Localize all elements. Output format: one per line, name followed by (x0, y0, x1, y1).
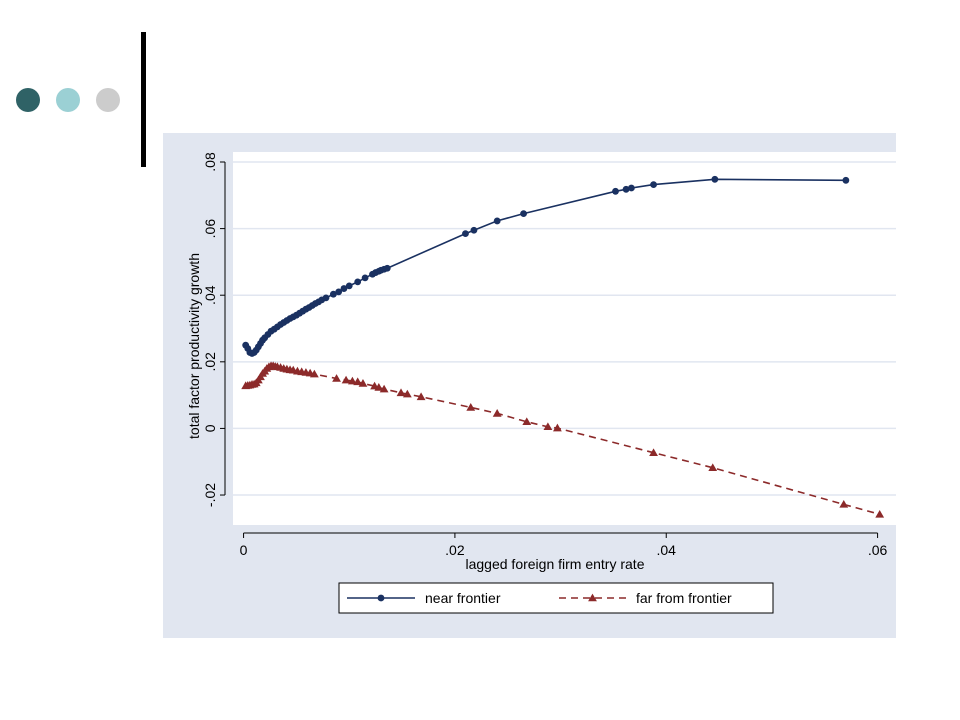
data-point-near-frontier (322, 294, 330, 302)
data-point-far-from-frontier (522, 417, 532, 426)
x-tick-label: 0 (240, 542, 248, 558)
data-point-far-from-frontier (402, 389, 412, 398)
legend-marker-far-from-frontier (588, 593, 597, 602)
data-point-far-from-frontier (374, 383, 384, 391)
legend-marker-near-frontier (377, 594, 385, 602)
data-point-far-from-frontier (353, 377, 363, 386)
y-tick-label: .04 (202, 285, 218, 305)
light-teal-dot (56, 88, 80, 112)
x-tick-label: .02 (445, 542, 465, 558)
data-point-far-from-frontier (708, 463, 718, 472)
data-point-far-from-frontier (416, 392, 426, 401)
legend: near frontier far from frontier (338, 582, 774, 614)
gray-dot (96, 88, 120, 112)
axes: -.02 0 .02 .04 .06 .08 0 .02 .04 .06 (202, 152, 888, 558)
data-point-near-frontier (340, 285, 348, 292)
x-tick-label: .04 (657, 542, 677, 558)
data-point-near-frontier (842, 176, 850, 184)
data-point-near-frontier (329, 290, 337, 298)
data-point-far-from-frontier (649, 448, 658, 457)
data-point-near-frontier (520, 210, 527, 218)
data-point-far-from-frontier (358, 379, 368, 387)
legend-label-far-from-frontier: far from frontier (636, 590, 732, 606)
data-point-far-from-frontier (839, 499, 849, 508)
data-point-far-from-frontier (341, 375, 351, 384)
series-layer (241, 175, 885, 518)
data-point-far-from-frontier (379, 384, 389, 393)
data-point-near-frontier (627, 184, 635, 192)
data-point-near-frontier (711, 175, 719, 183)
y-axis-title: total factor productivity growth (186, 253, 202, 439)
data-point-near-frontier (470, 226, 478, 234)
data-point-near-frontier (493, 217, 501, 225)
data-point-far-from-frontier (466, 403, 476, 411)
y-tick-label: 0 (202, 424, 218, 432)
y-tick-label: -.02 (202, 483, 218, 507)
data-point-far-from-frontier (553, 423, 562, 432)
plot-area (233, 152, 896, 525)
data-point-far-from-frontier (348, 376, 357, 385)
data-point-near-frontier (335, 288, 343, 296)
x-axis-title: lagged foreign firm entry rate (466, 556, 645, 572)
chart-panel: -.02 0 .02 .04 .06 .08 0 .02 .04 .06 total factor… (163, 133, 896, 638)
grid-lines (233, 161, 896, 496)
data-point-near-frontier (383, 264, 391, 272)
data-point-far-from-frontier (543, 422, 553, 431)
dark-teal-dot (16, 88, 40, 112)
y-tick-label: .08 (202, 152, 218, 172)
data-point-near-frontier (361, 274, 369, 282)
data-point-near-frontier (612, 187, 619, 195)
data-point-far-from-frontier (332, 374, 341, 382)
data-point-near-frontier (650, 181, 657, 189)
title-divider-bar (141, 32, 146, 167)
chart-svg: -.02 0 .02 .04 .06 .08 0 .02 .04 .06 total factor… (186, 152, 896, 614)
data-point-far-from-frontier (309, 369, 319, 378)
data-point-near-frontier (345, 282, 353, 290)
data-point-near-frontier (354, 278, 362, 286)
y-tick-label: .02 (202, 352, 218, 372)
data-point-far-from-frontier (875, 509, 885, 518)
data-point-near-frontier (622, 185, 630, 193)
data-point-near-frontier (462, 230, 469, 237)
data-point-far-from-frontier (396, 388, 406, 397)
data-point-far-from-frontier (492, 409, 502, 417)
legend-label-near-frontier: near frontier (425, 590, 501, 606)
x-tick-label: .06 (868, 542, 888, 558)
y-tick-label: .06 (202, 219, 218, 239)
